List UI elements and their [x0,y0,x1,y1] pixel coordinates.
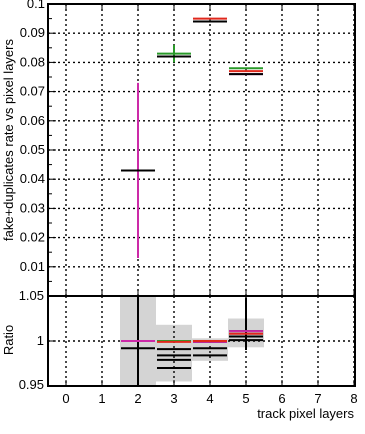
main-ticks: 0.01 0.02 0.03 0.04 0.05 0.06 0.07 0.08 0.09 0.1 [20,0,355,296]
x-tick-label-7: 7 [314,391,321,406]
main-y-tick-label-8: 0.09 [20,25,45,40]
main-y-tick-label-7: 0.08 [20,54,45,69]
ratio-y-axis-label: Ratio [1,325,16,355]
main-marks [121,17,263,259]
x-axis-label: track pixel layers [257,406,354,421]
main-y-tick-label-6: 0.07 [20,84,45,99]
ratio-y-tick-label-1: 1 [37,333,44,348]
main-y-tick-label-3: 0.04 [20,171,45,186]
ratio-ticks: 0 1 2 3 4 5 6 7 8 0.95 1 1.05 [19,288,358,406]
x-tick-label-1: 1 [98,391,105,406]
ratio-y-tick-label-0: 0.95 [19,377,44,392]
x-tick-label-6: 6 [278,391,285,406]
main-y-tick-label-5: 0.06 [20,113,45,128]
main-y-tick-label-9: 0.1 [27,0,45,11]
x-tick-label-3: 3 [170,391,177,406]
x-tick-label-8: 8 [350,391,357,406]
x-tick-label-2: 2 [134,391,141,406]
main-y-tick-label-0: 0.01 [20,259,45,274]
x-tick-label-0: 0 [62,391,69,406]
main-y-tick-label-2: 0.03 [20,200,45,215]
main-grid [48,3,355,296]
ratio-y-tick-label-2: 1.05 [19,288,44,303]
x-tick-label-5: 5 [242,391,249,406]
ratio-marks [121,295,263,386]
main-y-axis-label: fake+duplicates rate vs pixel layers [1,39,16,241]
main-y-tick-label-4: 0.05 [20,142,45,157]
x-tick-label-4: 4 [206,391,213,406]
main-y-tick-label-1: 0.02 [20,230,45,245]
